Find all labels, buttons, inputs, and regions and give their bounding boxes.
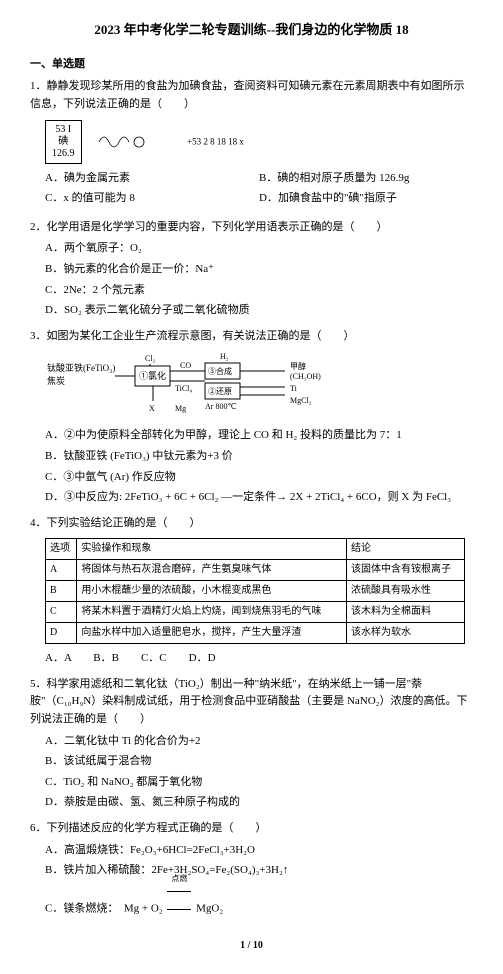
svg-text:③合成: ③合成 xyxy=(208,366,232,376)
cell: 用小木棍蘸少量的浓硫酸，小木棍变成黑色 xyxy=(77,581,347,602)
cell: C xyxy=(46,602,77,623)
q2-optA: A．两个氧原子：O₂ xyxy=(45,240,488,258)
question-6: 6．下列描述反应的化学方程式正确的是（ ） A．高温煅烧铁：Fe₂O₃+6HCl… xyxy=(30,820,473,918)
svg-text:X: X xyxy=(149,404,155,413)
q5-optC: C．TiO₂ 和 NaNO₂ 都属于氧化物 xyxy=(45,774,488,792)
question-4: 4．下列实验结论正确的是（ ） 选项 实验操作和现象 结论 A 将固体与热石灰混… xyxy=(30,515,473,668)
q6-optC: C．镁条燃烧： Mg + O₂ 点燃 MgO₂ xyxy=(45,883,488,918)
q5-optA: A．二氧化钛中 Ti 的化合价为+2 xyxy=(45,733,488,751)
cell: 该木料为全棉面料 xyxy=(346,602,464,623)
svg-text:Ar 800℃: Ar 800℃ xyxy=(205,402,236,411)
question-2: 2．化学用语是化学学习的重要内容，下列化学用语表示正确的是（ ） A．两个氧原子… xyxy=(30,219,473,320)
svg-text:①氯化: ①氯化 xyxy=(139,370,166,381)
svg-text:MgCl₂: MgCl₂ xyxy=(290,396,312,405)
question-1: 1．静静发现珍某所用的食盐为加碘食盐，查阅资料可知碘元素在元素周期表中有如图所示… xyxy=(30,78,473,210)
cell: B xyxy=(46,581,77,602)
q1-optD: D．加碘食盐中的"碘"指原子 xyxy=(259,190,473,208)
svg-text:TiCl₄: TiCl₄ xyxy=(175,384,192,393)
doc-title: 2023 年中考化学二轮专题训练--我们身边的化学物质 18 xyxy=(30,20,473,41)
q4-table: 选项 实验操作和现象 结论 A 将固体与热石灰混合磨碎，产生氨臭味气体 该固体中… xyxy=(45,538,465,644)
q6-text: 6．下列描述反应的化学方程式正确的是（ ） xyxy=(30,820,473,838)
arrow-label: 点燃 xyxy=(165,873,193,886)
q1-optC: C．x 的值可能为 8 xyxy=(45,190,259,208)
cell: 将某木料置于酒精灯火焰上灼烧，闻到烧焦羽毛的气味 xyxy=(77,602,347,623)
q2-text: 2．化学用语是化学学习的重要内容，下列化学用语表示正确的是（ ） xyxy=(30,219,473,237)
cell: 将固体与热石灰混合磨碎，产生氨臭味气体 xyxy=(77,560,347,581)
element-box: 53 I 碘 126.9 xyxy=(45,120,82,164)
q3-optA: A．②中为使原料全部转化为甲醇，理论上 CO 和 H₂ 投料的质量比为 7：1 xyxy=(45,427,488,445)
q1-optB: B．碘的相对原子质量为 126.9g xyxy=(259,170,473,188)
svg-text:②还原: ②还原 xyxy=(208,386,232,396)
q4-text: 4．下列实验结论正确的是（ ） xyxy=(30,515,473,533)
q6-optA: A．高温煅烧铁：Fe₂O₃+6HCl=2FeCl₃+3H₂O xyxy=(45,842,488,860)
cell: 浓硫酸具有吸水性 xyxy=(346,581,464,602)
q4-opts: A．A B．B C．C D．D xyxy=(45,650,488,668)
q3-optB: B．钛酸亚铁 (FeTiO₃) 中钛元素为+3 价 xyxy=(45,448,488,466)
q3-text: 3．如图为某化工企业生产流程示意图，有关说法正确的是（ ） xyxy=(30,328,473,346)
cell: D xyxy=(46,623,77,644)
q5-text: 5．科学家用滤纸和二氧化钛（TiO₂）制出一种"纳米纸"，在纳米纸上一铺一层"萘… xyxy=(30,676,473,729)
wave-icon: +53 2 8 18 18 x xyxy=(94,127,244,157)
svg-text:(CH₃OH): (CH₃OH) xyxy=(290,372,321,381)
cell: 向盐水样中加入适量肥皂水，搅拌，产生大量浮渣 xyxy=(77,623,347,644)
q2-optC: C．2Ne：2 个氖元素 xyxy=(45,282,488,300)
q1-optA: A．碘为金属元素 xyxy=(45,170,259,188)
svg-text:甲醇: 甲醇 xyxy=(290,361,306,371)
th-res: 结论 xyxy=(346,539,464,560)
cell: A xyxy=(46,560,77,581)
atomic-num: 53 xyxy=(55,124,65,135)
q6-optB: B．铁片加入稀硫酸：2Fe+3H₂SO₄=Fe₂(SO₄)₃+3H₂↑ xyxy=(45,862,488,880)
q5-optB: B．该试纸属于混合物 xyxy=(45,753,488,771)
q3-optD: D．③中反应为: 2FeTiO₃ + 6C + 6Cl₂ —一定条件→ 2X +… xyxy=(45,489,488,507)
cell: 该固体中含有铵根离子 xyxy=(346,560,464,581)
mass: 126.9 xyxy=(52,148,75,159)
q5-optD: D．萘胺是由碳、氢、氮三种原子构成的 xyxy=(45,794,488,812)
page-number: 1 / 10 xyxy=(30,938,473,954)
shell-text: +53 2 8 18 18 x xyxy=(187,136,244,146)
q3-optC: C．③中氩气 (Ar) 作反应物 xyxy=(45,469,488,487)
svg-text:Cl₂: Cl₂ xyxy=(145,354,156,363)
question-3: 3．如图为某化工企业生产流程示意图，有关说法正确的是（ ） 钛酸亚铁(FeTiO… xyxy=(30,328,473,507)
svg-text:H₂: H₂ xyxy=(220,352,229,361)
q2-optB: B．钠元素的化合价是正一价：Na⁺ xyxy=(45,261,488,279)
q1-text: 1．静静发现珍某所用的食盐为加碘食盐，查阅资料可知碘元素在元素周期表中有如图所示… xyxy=(30,78,473,113)
question-5: 5．科学家用滤纸和二氧化钛（TiO₂）制出一种"纳米纸"，在纳米纸上一铺一层"萘… xyxy=(30,676,473,812)
name: 碘 xyxy=(58,136,68,147)
cell: 该水样为软水 xyxy=(346,623,464,644)
q3-flow: 钛酸亚铁(FeTiO₃) 焦炭 ①氯化 Cl₂ CO TiCl₄ X Mg ③合… xyxy=(45,351,473,421)
svg-text:Mg: Mg xyxy=(175,404,186,413)
svg-text:Ti: Ti xyxy=(290,384,298,393)
section-header: 一、单选题 xyxy=(30,56,473,74)
th-opt: 选项 xyxy=(46,539,77,560)
symbol: I xyxy=(68,124,71,135)
q2-optD: D．SO₂ 表示二氧化硫分子或二氧化硫物质 xyxy=(45,302,488,320)
flow-in2: 焦炭 xyxy=(47,375,65,386)
svg-text:CO: CO xyxy=(180,361,191,370)
flow-in1: 钛酸亚铁(FeTiO₃) xyxy=(47,362,115,373)
q1-diagram: 53 I 碘 126.9 +53 2 8 18 18 x xyxy=(45,120,473,164)
th-exp: 实验操作和现象 xyxy=(77,539,347,560)
